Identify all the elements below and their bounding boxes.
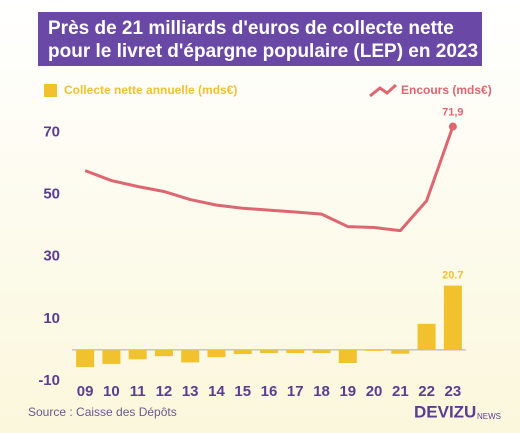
bar (233, 349, 252, 354)
logo-sub: NEWS (477, 412, 501, 421)
bar (260, 349, 278, 354)
x-tick-label: 09 (77, 383, 94, 400)
source: Source : Caisse des Dépôts (28, 405, 177, 419)
end-point (448, 122, 457, 131)
bar (154, 349, 173, 357)
bar (365, 349, 384, 351)
y-tick-label: 50 (43, 186, 60, 203)
data-label: 71,9 (442, 106, 463, 118)
x-tick-label: 21 (392, 383, 409, 400)
bar (312, 349, 331, 354)
y-tick-label: 70 (43, 123, 60, 140)
x-tick-label: 11 (130, 383, 146, 400)
bar (417, 323, 436, 350)
bar (102, 349, 121, 364)
x-tick-label: 23 (445, 383, 462, 400)
bar (207, 349, 226, 358)
legend-swatch (44, 84, 57, 97)
bar (338, 349, 357, 363)
x-tick-label: 17 (287, 383, 304, 400)
x-tick-label: 15 (234, 383, 251, 400)
y-tick-label: -10 (38, 372, 60, 389)
x-tick-label: 19 (339, 383, 356, 400)
bar (443, 285, 462, 350)
x-tick-label: 18 (313, 383, 330, 400)
chart-title: pour le livret d'épargne populaire (LEP)… (48, 41, 478, 62)
bar (128, 349, 147, 360)
data-label: 20.7 (442, 270, 463, 282)
y-tick-label: 10 (43, 310, 60, 327)
x-tick-label: 20 (366, 383, 383, 400)
legend-label: Encours (mds€) (401, 83, 492, 97)
bar (391, 349, 410, 354)
x-tick-label: 22 (418, 383, 435, 400)
bar (76, 349, 95, 368)
x-tick-label: 14 (208, 383, 225, 400)
bar (286, 349, 305, 354)
x-tick-label: 10 (103, 383, 120, 400)
bar (181, 349, 200, 363)
title-banner (38, 12, 482, 66)
x-tick-label: 16 (261, 383, 278, 400)
line (84, 126, 455, 233)
logo: DEVIZU (414, 402, 476, 421)
y-tick-label: 30 (43, 248, 60, 265)
x-tick-label: 12 (156, 383, 173, 400)
legend-label: Collecte nette annuelle (mds€) (64, 83, 237, 97)
chart-title: Près de 21 milliards d'euros de collecte… (48, 18, 454, 39)
legend-swatch (369, 83, 397, 98)
x-tick-label: 13 (182, 383, 199, 400)
